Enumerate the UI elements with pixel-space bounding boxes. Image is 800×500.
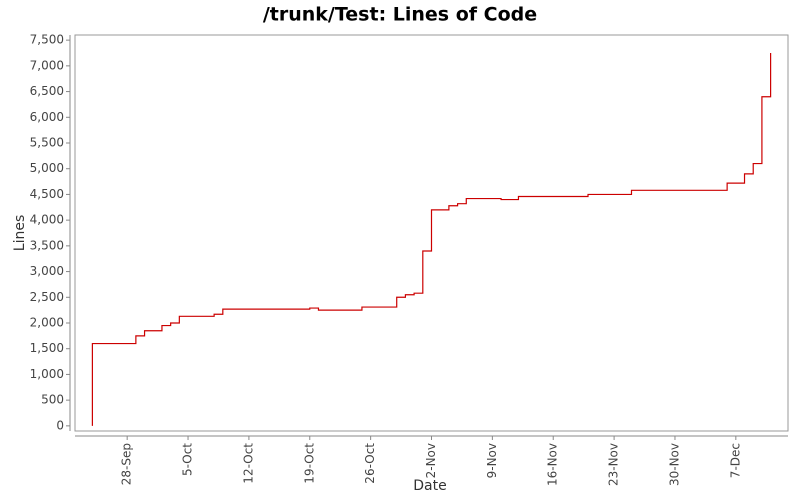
x-tick-label: 19-Oct <box>302 443 316 484</box>
x-tick-label: 28-Sep <box>120 443 134 485</box>
x-tick-label: 23-Nov <box>607 443 621 486</box>
y-tick-label: 7,000 <box>30 58 64 72</box>
x-tick-label: 30-Nov <box>667 443 681 486</box>
y-tick-label: 4,000 <box>30 213 64 227</box>
y-tick-label: 2,000 <box>30 316 64 330</box>
y-tick-label: 0 <box>56 418 64 432</box>
y-tick-label: 7,500 <box>30 33 64 47</box>
y-tick-label: 5,500 <box>30 136 64 150</box>
y-tick-label: 5,000 <box>30 161 64 175</box>
x-tick-label: 2-Nov <box>424 443 438 478</box>
y-axis-title: Lines <box>12 215 28 251</box>
x-tick-label: 7-Dec <box>728 443 742 478</box>
data-line <box>91 53 772 426</box>
x-tick-label: 26-Oct <box>363 443 377 484</box>
y-tick-label: 6,000 <box>30 110 64 124</box>
chart-title: /trunk/Test: Lines of Code <box>263 4 537 26</box>
x-tick-label: 5-Oct <box>181 443 195 476</box>
y-tick-label: 3,500 <box>30 238 64 252</box>
y-tick-label: 1,000 <box>30 367 64 381</box>
y-tick-label: 4,500 <box>30 187 64 201</box>
y-tick-label: 500 <box>41 393 64 407</box>
x-tick-label: 12-Oct <box>241 443 255 484</box>
x-axis-title: Date <box>413 478 446 494</box>
y-tick-label: 6,500 <box>30 84 64 98</box>
x-tick-label: 16-Nov <box>546 443 560 486</box>
x-tick-label: 9-Nov <box>485 443 499 478</box>
y-tick-label: 2,500 <box>30 290 64 304</box>
y-tick-label: 1,500 <box>30 341 64 355</box>
y-tick-label: 3,000 <box>30 264 64 278</box>
